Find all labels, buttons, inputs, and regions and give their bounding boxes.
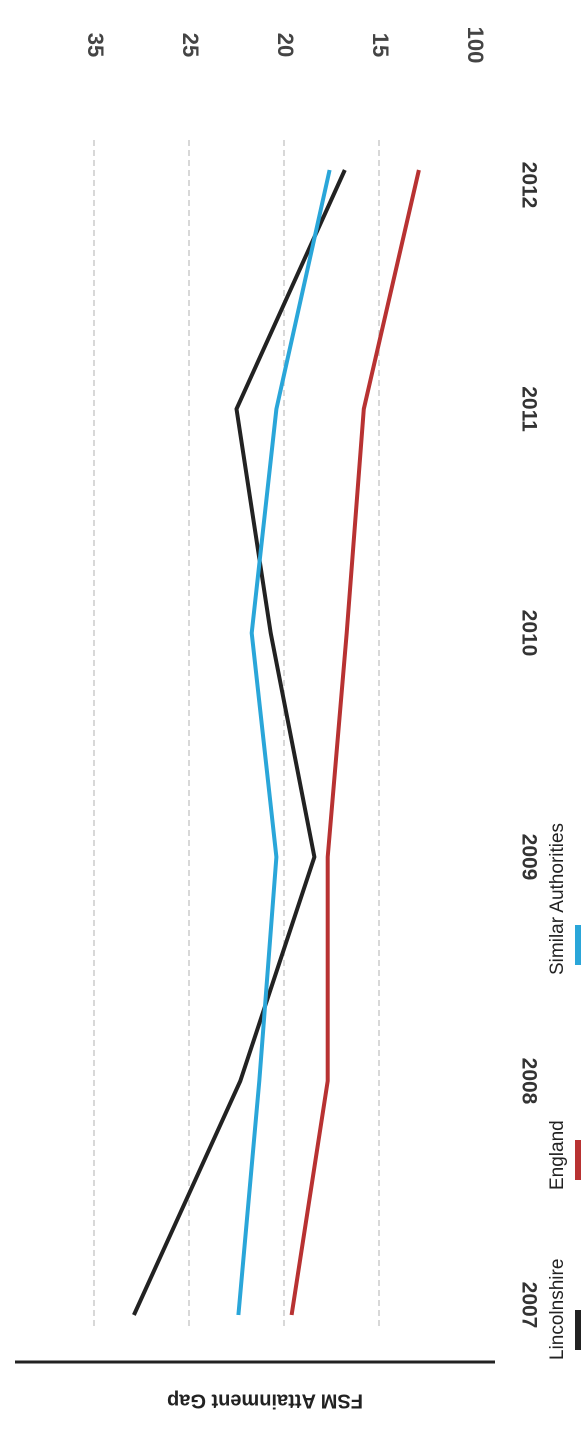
legend-label: Lincolnshire: [547, 1259, 568, 1360]
x-tick-label: 2011: [517, 386, 540, 432]
x-tick-label: 2008: [517, 1058, 540, 1105]
series-line: [289, 169, 421, 1316]
series-line: [132, 169, 347, 1316]
y-tick-label: 100: [463, 27, 488, 64]
x-tick-label: 2009: [517, 834, 540, 881]
y-tick-label: 15: [368, 33, 393, 57]
y-tick-label: 25: [178, 33, 203, 57]
axis-title: FSM Attainment Gap: [167, 1390, 363, 1412]
x-tick-label: 2010: [517, 610, 540, 657]
legend-label: England: [547, 1120, 568, 1190]
y-tick-label: 35: [83, 33, 108, 57]
y-tick-label: 20: [273, 33, 298, 57]
x-tick-label: 2012: [517, 162, 540, 209]
series-line: [236, 169, 332, 1316]
x-tick-label: 2007: [517, 1282, 540, 1329]
legend-label: Similar Authorities: [547, 823, 568, 975]
